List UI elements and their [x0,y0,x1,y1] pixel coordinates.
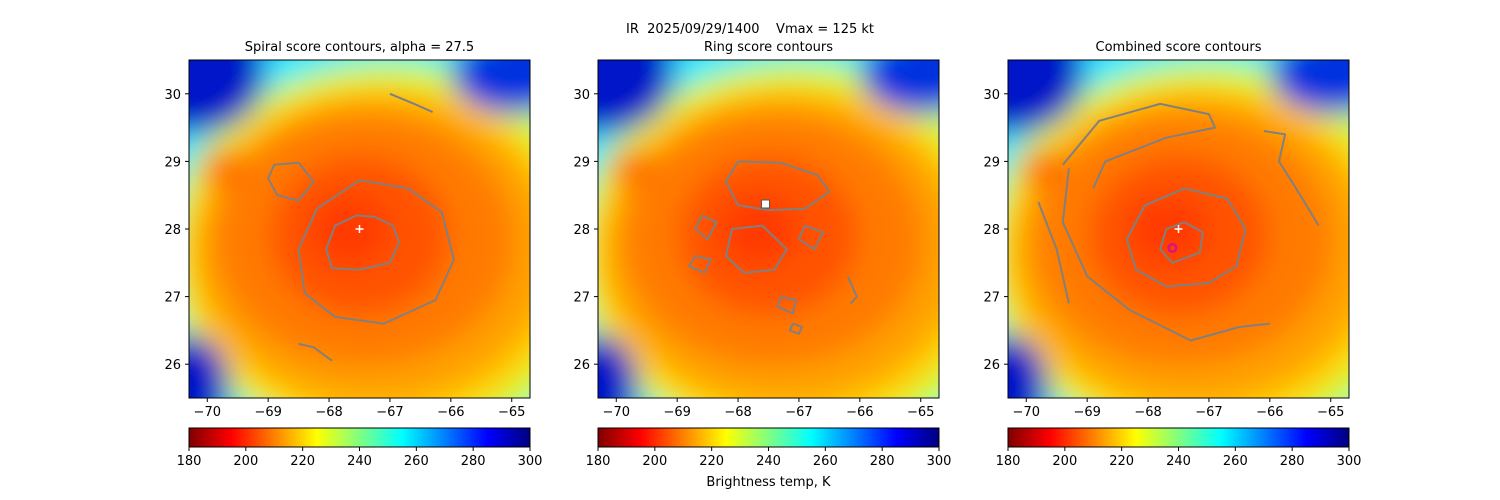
panel-3: Combined score contours −70 −69 −68 −67 −66 −6… [983,40,1362,469]
x-tick-label: −69 [254,405,281,420]
colorbar-tick-label: 240 [1166,454,1191,469]
contour-line [267,161,315,202]
colorbar [597,427,940,448]
colorbar-tick-label: 260 [1223,454,1248,469]
panel-title: Spiral score contours, alpha = 27.5 [245,40,474,55]
x-tick-label: −68 [724,405,751,420]
ir-image [598,60,939,398]
contour-line [297,179,455,325]
y-tick-label: 30 [573,88,590,103]
x-tick-label: −65 [907,405,934,420]
y-tick-label: 26 [573,358,590,373]
panel-title: Combined score contours [1096,40,1262,55]
colorbar-tick-label: 200 [233,454,258,469]
contour-line [776,295,797,315]
x-tick-label: −66 [437,405,464,420]
colorbar-tick-label: 280 [1280,454,1305,469]
colorbar-tick-label: 300 [518,454,543,469]
colorbar-tick-label: 260 [813,454,838,469]
colorbar-label: Brightness temp, K [706,475,831,490]
x-tick-label: −65 [1317,405,1344,420]
y-tick-label: 29 [573,155,590,170]
contour-line [1062,102,1216,189]
colorbar-tick-label: 200 [642,454,667,469]
contour-line [1159,221,1204,264]
colorbar [1007,427,1350,448]
colorbar-tick-label: 180 [586,454,611,469]
y-tick-label: 30 [983,88,1000,103]
y-tick-label: 27 [164,291,181,306]
colorbar-tick-label: 240 [347,454,372,469]
colorbar [188,427,531,448]
x-tick-label: −69 [663,405,690,420]
center-plus-marker [355,225,364,233]
y-tick-label: 28 [164,223,181,238]
contour-line [694,214,718,241]
y-tick-label: 29 [983,155,1000,170]
panel-title: Ring score contours [704,40,833,55]
center-plus-marker [1174,225,1183,233]
x-tick-label: −67 [785,405,812,420]
y-tick-label: 28 [573,223,590,238]
colorbar-tick-label: 180 [996,454,1021,469]
colorbar-tick-label: 220 [699,454,724,469]
x-tick-label: −65 [498,405,525,420]
contour-line [1061,168,1270,342]
panel-1: Spiral score contours, alpha = 27.5 −70 −6… [164,40,543,469]
contour-line [298,342,333,362]
contour-lines [688,160,858,335]
colorbar-tick-label: 260 [404,454,429,469]
colorbar-tick-label: 200 [1052,454,1077,469]
y-tick-label: 29 [164,155,181,170]
x-tick-label: −68 [1134,405,1161,420]
x-tick-label: −67 [376,405,403,420]
contour-line [389,92,434,114]
contour-line [688,255,712,274]
combined-center-circle-marker [1167,242,1178,253]
colorbar-tick-label: 300 [927,454,952,469]
contour-line [1125,187,1247,288]
y-tick-label: 26 [983,358,1000,373]
figure-suptitle: IR 2025/09/29/1400 Vmax = 125 kt [626,22,874,37]
contour-line [846,275,858,305]
x-tick-label: −66 [846,405,873,420]
panel-2: Ring score contours −70 −69 −68 −67 −66 −65 26 2… [573,40,952,490]
colorbar-tick-label: 240 [756,454,781,469]
contour-line [724,224,788,274]
colorbar-tick-label: 280 [870,454,895,469]
contour-line [724,160,831,212]
y-tick-label: 26 [164,358,181,373]
contour-line [325,214,401,271]
contour-lines [267,92,455,362]
contour-line [1037,201,1070,304]
x-tick-label: −68 [315,405,342,420]
x-tick-label: −70 [194,405,221,420]
contour-line [797,224,825,251]
colorbar-tick-label: 280 [461,454,486,469]
y-tick-label: 28 [983,223,1000,238]
colorbar-tick-label: 220 [1109,454,1134,469]
colorbar-tick-label: 300 [1337,454,1362,469]
x-tick-label: −67 [1195,405,1222,420]
contour-line [788,322,803,335]
x-tick-label: −69 [1073,405,1100,420]
contour-lines [1037,102,1320,342]
x-tick-label: −70 [603,405,630,420]
ring-center-square-marker [760,199,770,209]
x-tick-label: −70 [1013,405,1040,420]
x-tick-label: −66 [1256,405,1283,420]
y-tick-label: 30 [164,88,181,103]
y-tick-label: 27 [573,291,590,306]
colorbar-tick-label: 220 [290,454,315,469]
colorbar-tick-label: 180 [177,454,202,469]
y-tick-label: 27 [983,291,1000,306]
contour-line [1263,130,1320,227]
